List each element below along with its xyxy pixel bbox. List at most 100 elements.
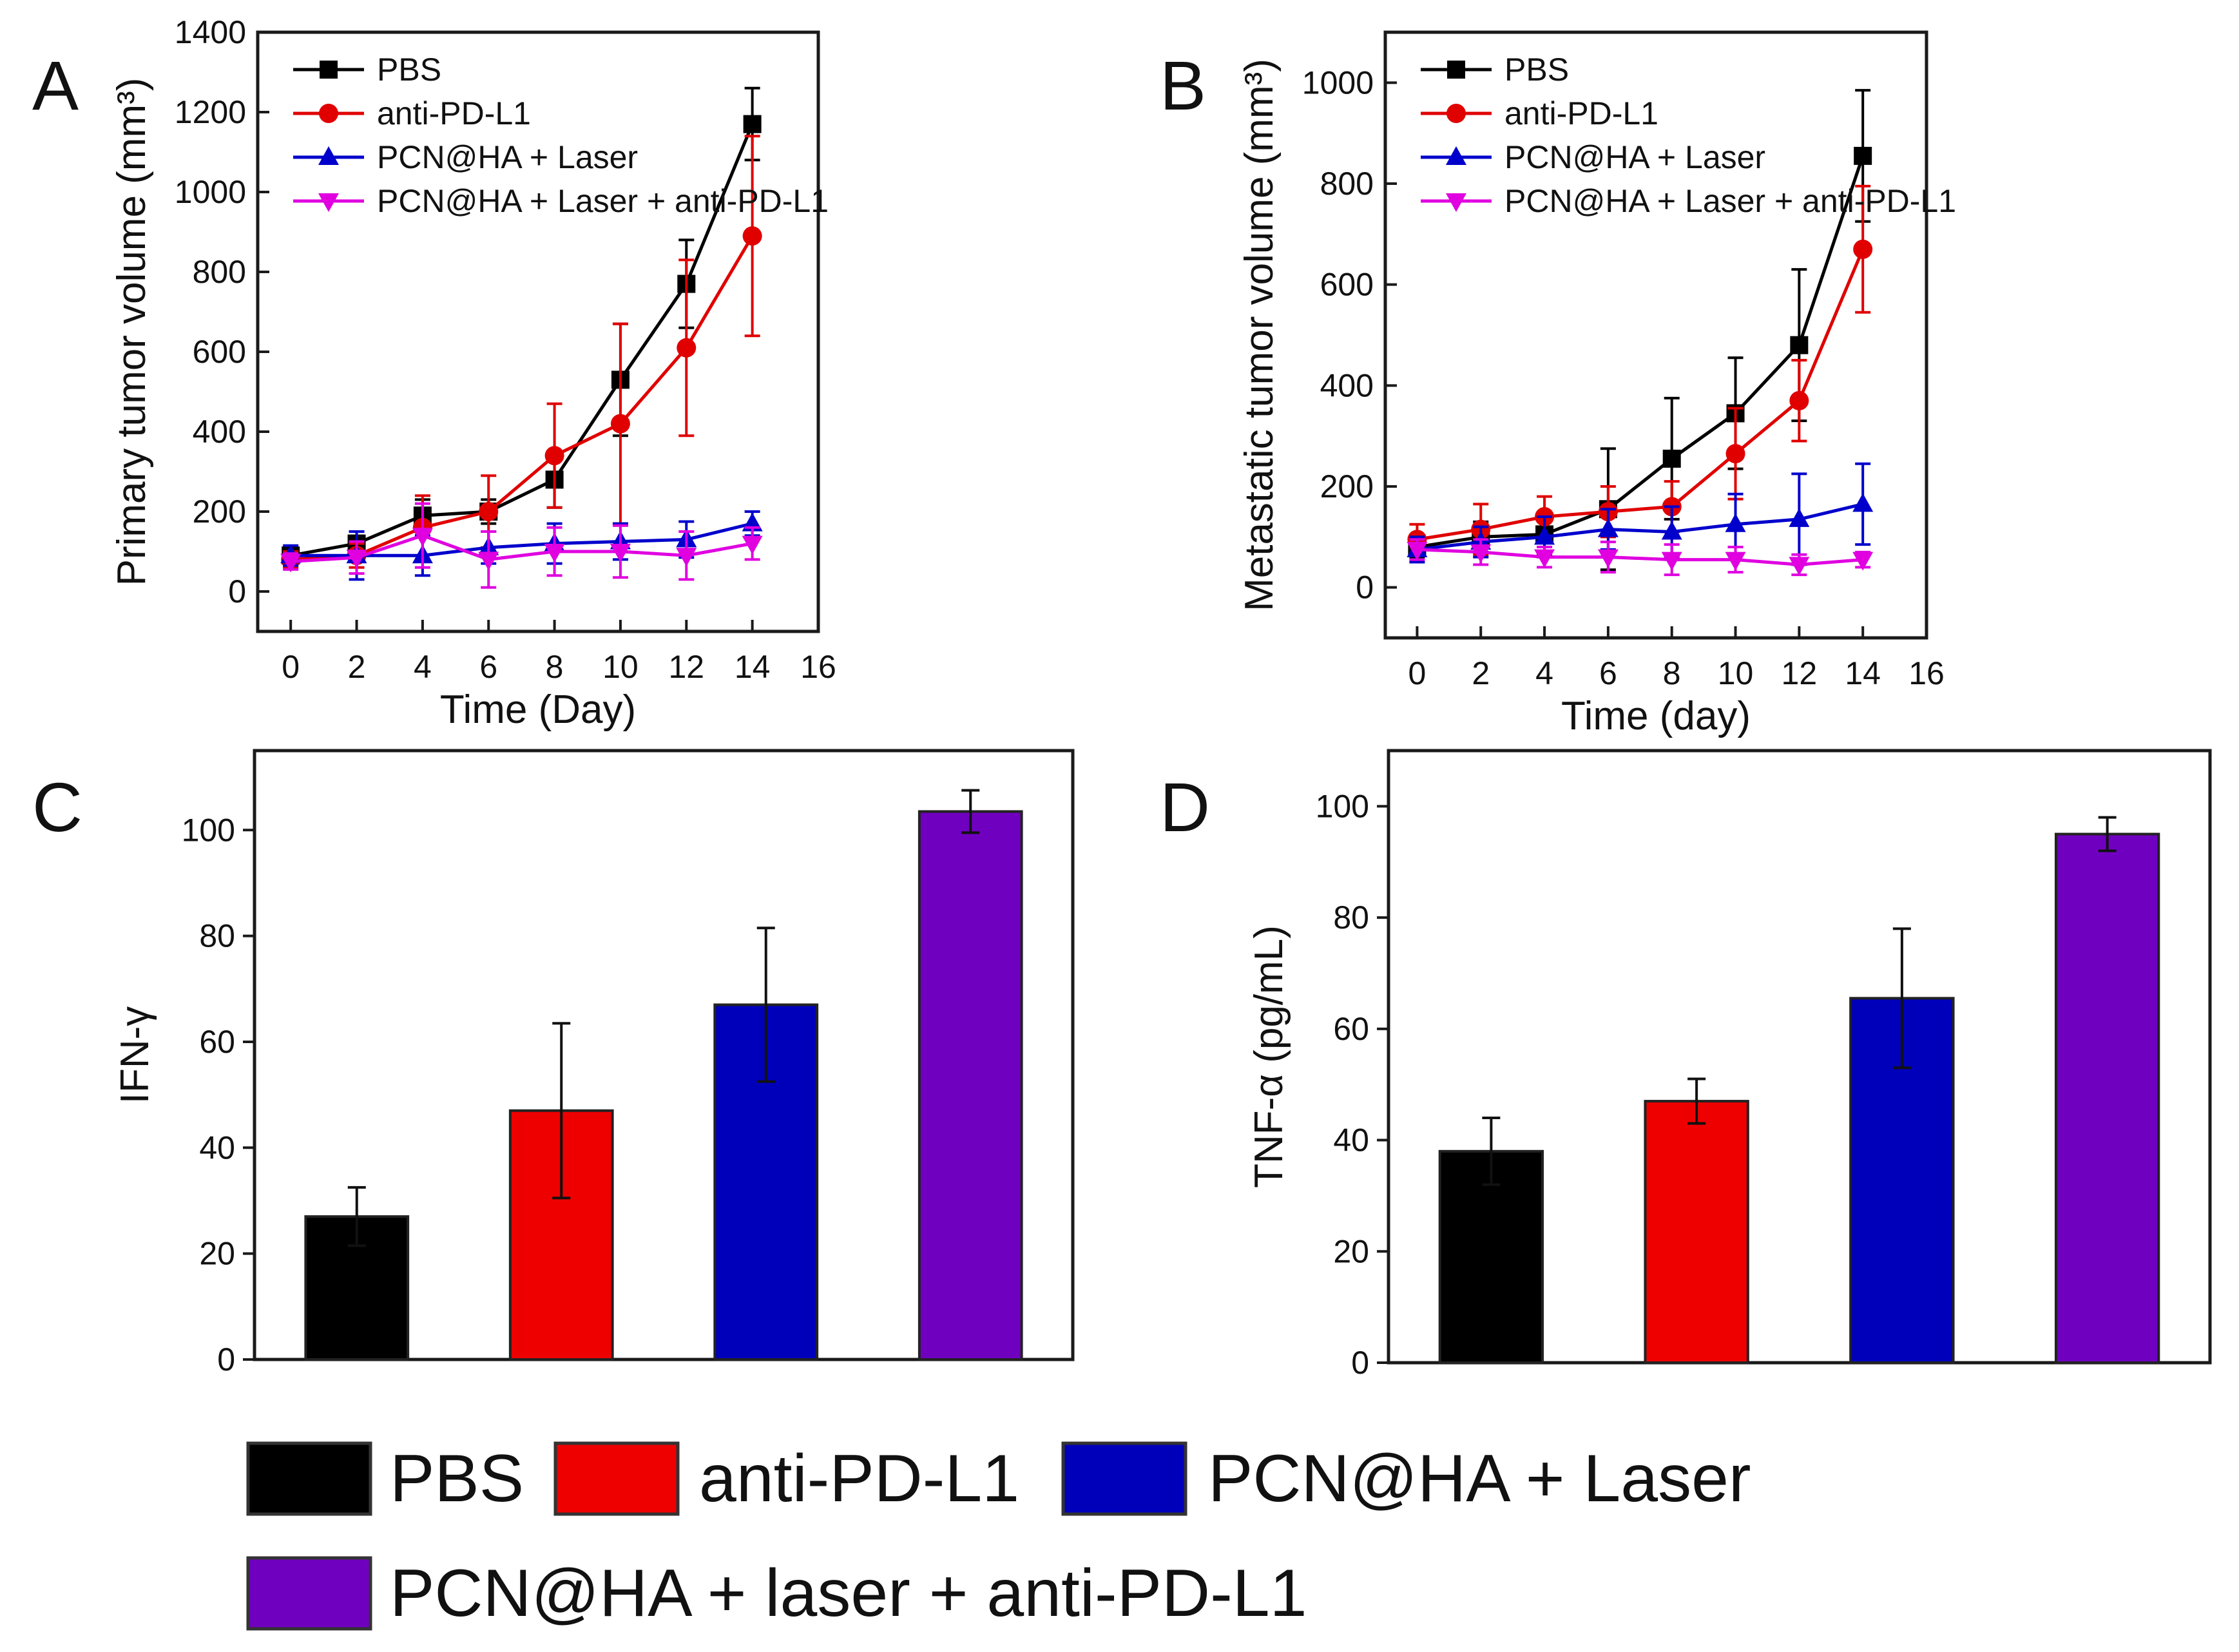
y-tick-label: 20 [1333, 1233, 1369, 1269]
y-tick-label: 80 [199, 918, 235, 954]
y-tick-label: 60 [1333, 1011, 1369, 1047]
bottom-legend-label: PCN@HA + Laser [1208, 1441, 1751, 1516]
legend-marker [318, 193, 339, 212]
data-point [1661, 552, 1682, 571]
data-point [1790, 336, 1809, 354]
x-axis-title: Time (day) [1561, 694, 1751, 738]
panel-d: D 0 20 40 60 80 100 TNF-α (pg/mL) [1160, 749, 2212, 1381]
y-tick-label: 40 [1333, 1122, 1369, 1158]
data-point [1789, 508, 1810, 527]
data-point [478, 552, 499, 571]
y-tick-label: 0 [228, 573, 246, 610]
series-line [290, 123, 754, 557]
legend-marker [320, 61, 338, 79]
bottom-legend: PBS anti-PD-L1 PCN@HA + Laser PCN@HA + lase… [246, 1441, 1751, 1631]
legend-swatch [246, 1441, 372, 1516]
x-tick-label: 16 [1908, 655, 1945, 691]
y-tick-label: 800 [1320, 166, 1374, 202]
data-point [1852, 552, 1874, 571]
legend-marker [1446, 104, 1466, 123]
data-point [1534, 526, 1555, 545]
x-axis-title: Time (Day) [440, 687, 636, 732]
y-tick-label: 600 [1320, 267, 1374, 303]
x-tick-label: 0 [282, 649, 300, 685]
plot-frame [256, 30, 820, 633]
data-point [742, 535, 763, 555]
y-axis-title: Primary tumor volume (mm³) [110, 78, 154, 586]
legend-label: PBS [1504, 52, 1569, 88]
data-point [544, 446, 564, 466]
x-tick-label: 12 [1782, 655, 1818, 691]
data-point [1597, 518, 1619, 537]
x-tick-label: 6 [1599, 655, 1617, 691]
data-point [1789, 557, 1810, 576]
y-tick-label: 600 [193, 334, 246, 370]
series-line [1417, 502, 1863, 552]
legend-marker [1446, 146, 1466, 165]
series-4 [280, 502, 763, 589]
data-point [346, 550, 367, 569]
data-point [1661, 521, 1682, 540]
y-tick-label: 40 [199, 1129, 235, 1166]
data-point [1854, 146, 1872, 165]
data-point [1470, 544, 1492, 563]
series-2 [1407, 184, 1873, 556]
bar [2054, 832, 2160, 1364]
bar [1644, 1100, 1749, 1365]
data-point [479, 502, 499, 521]
y-tick-label: 0 [217, 1341, 235, 1378]
legend-marker [319, 104, 338, 123]
y-tick-label: 0 [1356, 570, 1374, 606]
y-tick-label: 400 [1320, 367, 1374, 403]
y-tick-label: 20 [199, 1236, 235, 1272]
legend-swatch [1061, 1441, 1187, 1516]
data-point [1725, 552, 1746, 571]
series-4 [1407, 538, 1874, 577]
series-line [291, 533, 753, 563]
panel-letter: C [32, 768, 82, 846]
panel-letter: A [32, 46, 79, 124]
x-tick-label: 8 [546, 649, 564, 685]
data-point [1662, 449, 1681, 468]
y-tick-label: 80 [1333, 899, 1369, 936]
legend-label: PCN@HA + Laser + anti-PD-L1 [1504, 183, 1956, 219]
plot-frame [1383, 30, 1928, 640]
x-tick-label: 4 [1535, 655, 1553, 691]
data-point [544, 544, 565, 562]
x-tick-label: 12 [668, 649, 704, 685]
panel-letter: B [1160, 46, 1206, 124]
legend-swatch [553, 1441, 680, 1516]
data-point [610, 544, 631, 562]
x-tick-label: 14 [735, 649, 771, 685]
panel-letter: D [1160, 768, 1210, 846]
legend-marker [1446, 193, 1466, 212]
data-point [743, 115, 762, 133]
x-tick-label: 16 [800, 649, 836, 685]
y-tick-label: 1200 [175, 94, 246, 130]
legend: PBS anti-PD-L1 PCN@HA + Laser PCN@HA + Lase… [1421, 52, 1956, 219]
legend-marker [318, 146, 339, 165]
series-line [1417, 155, 1865, 549]
data-point [1597, 549, 1619, 568]
y-tick-label: 200 [1320, 468, 1374, 504]
y-tick-label: 60 [199, 1024, 235, 1060]
data-point [1852, 493, 1874, 512]
y-tick-label: 1400 [175, 14, 246, 50]
x-tick-label: 2 [348, 649, 366, 685]
bottom-legend-label: PCN@HA + laser + anti-PD-L1 [390, 1556, 1307, 1631]
panel-a: A 0 2 4 6 8 10 12 14 16 0 200 400 600 800 1000 1200 1400 T… [32, 14, 836, 732]
data-point [280, 553, 302, 573]
y-tick-label: 1000 [1302, 64, 1374, 101]
y-tick-label: 100 [182, 812, 235, 848]
bottom-legend-label: anti-PD-L1 [699, 1441, 1019, 1516]
data-point [1725, 513, 1746, 532]
x-tick-label: 8 [1663, 655, 1681, 691]
data-point [742, 226, 762, 246]
x-tick-label: 14 [1845, 655, 1881, 691]
data-point [677, 338, 697, 358]
data-point [1725, 444, 1745, 464]
legend: PBS anti-PD-L1 PCN@HA + Laser PCN@HA + Lase… [293, 52, 829, 219]
legend-swatch [246, 1556, 372, 1631]
legend-label: PCN@HA + Laser [1504, 139, 1765, 175]
